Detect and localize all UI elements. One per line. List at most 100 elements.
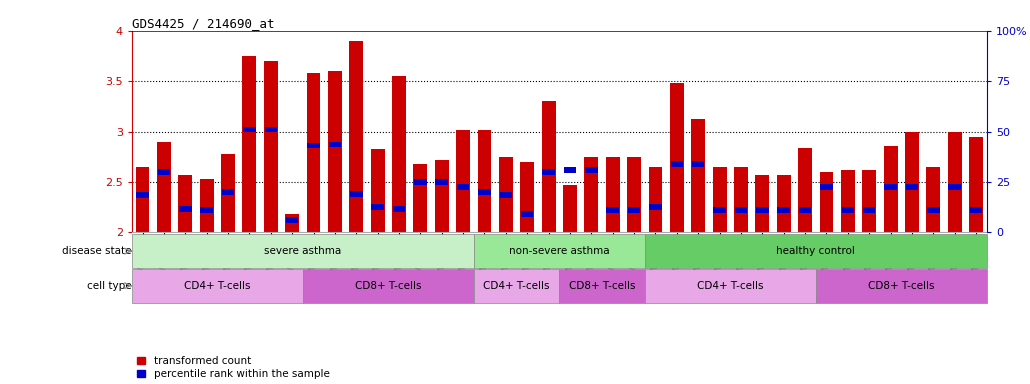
Bar [307,73,320,232]
Bar [734,207,747,213]
Bar [132,234,474,268]
Bar [457,184,470,190]
Text: disease state: disease state [62,246,132,256]
Bar [136,167,149,232]
Bar [158,169,170,175]
Text: CD8+ T-cells: CD8+ T-cells [868,281,934,291]
Bar [670,83,684,232]
Text: CD8+ T-cells: CD8+ T-cells [569,281,636,291]
Bar [178,175,193,232]
Bar [778,207,790,213]
Bar [863,207,876,213]
Bar [372,204,384,210]
Bar [201,207,213,213]
Bar [926,167,940,232]
Bar [371,149,384,232]
Bar [392,206,405,212]
Bar [221,154,235,232]
Text: cell type: cell type [87,281,132,291]
Bar [816,269,987,303]
Bar [649,204,661,210]
Bar [714,207,726,213]
Bar [820,184,832,190]
Bar [671,161,683,167]
Bar [414,179,426,185]
Bar [157,142,171,232]
Bar [563,185,577,232]
Bar [927,207,939,213]
Bar [692,161,705,167]
Bar [478,189,490,195]
Bar [499,157,513,232]
Text: CD4+ T-cells: CD4+ T-cells [483,281,550,291]
Bar [350,191,363,197]
Bar [285,214,299,232]
Bar [756,207,768,213]
Bar [329,142,341,147]
Bar [948,131,962,232]
Bar [645,234,987,268]
Text: CD8+ T-cells: CD8+ T-cells [355,281,421,291]
Text: CD4+ T-cells: CD4+ T-cells [697,281,763,291]
Bar [303,269,474,303]
Bar [585,167,597,173]
Bar [799,207,812,213]
Bar [584,157,598,232]
Bar [627,157,641,232]
Bar [884,146,897,232]
Bar [607,207,619,213]
Bar [521,211,534,217]
Bar [798,148,812,232]
Text: severe asthma: severe asthma [265,246,342,256]
Bar [474,269,559,303]
Bar [264,61,278,232]
Bar [328,71,342,232]
Bar [349,41,364,232]
Bar [478,129,491,232]
Bar [777,175,791,232]
Bar [713,167,726,232]
Bar [905,184,918,190]
Bar [436,179,448,185]
Bar [265,127,277,132]
Bar [969,137,983,232]
Bar [435,160,449,232]
Bar [905,131,919,232]
Bar [885,184,897,190]
Bar [136,192,148,198]
Bar [691,119,706,232]
Text: GDS4425 / 214690_at: GDS4425 / 214690_at [132,17,274,30]
Bar [221,189,234,195]
Bar [559,269,645,303]
Bar [200,179,213,232]
Text: healthy control: healthy control [777,246,855,256]
Bar [307,143,319,149]
Bar [970,207,983,213]
Bar [606,157,620,232]
Bar [243,127,255,132]
Bar [840,170,855,232]
Bar [563,167,576,173]
Bar [413,164,427,232]
Bar [500,192,512,198]
Bar [242,56,256,232]
Bar [392,76,406,232]
Bar [286,217,299,223]
Bar [842,207,854,213]
Bar [628,207,641,213]
Bar [520,162,535,232]
Bar [862,170,877,232]
Text: non-severe asthma: non-severe asthma [509,246,610,256]
Bar [734,167,748,232]
Bar [132,269,303,303]
Bar [543,169,555,175]
Bar [645,269,816,303]
Bar [542,101,555,232]
Bar [456,129,470,232]
Bar [474,234,645,268]
Legend: transformed count, percentile rank within the sample: transformed count, percentile rank withi… [137,356,330,379]
Bar [820,172,833,232]
Text: CD4+ T-cells: CD4+ T-cells [184,281,250,291]
Bar [755,175,769,232]
Bar [949,184,961,190]
